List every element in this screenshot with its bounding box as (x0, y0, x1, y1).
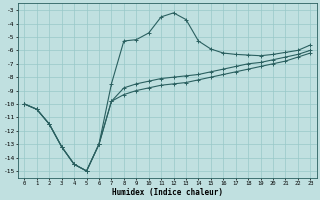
X-axis label: Humidex (Indice chaleur): Humidex (Indice chaleur) (112, 188, 223, 197)
